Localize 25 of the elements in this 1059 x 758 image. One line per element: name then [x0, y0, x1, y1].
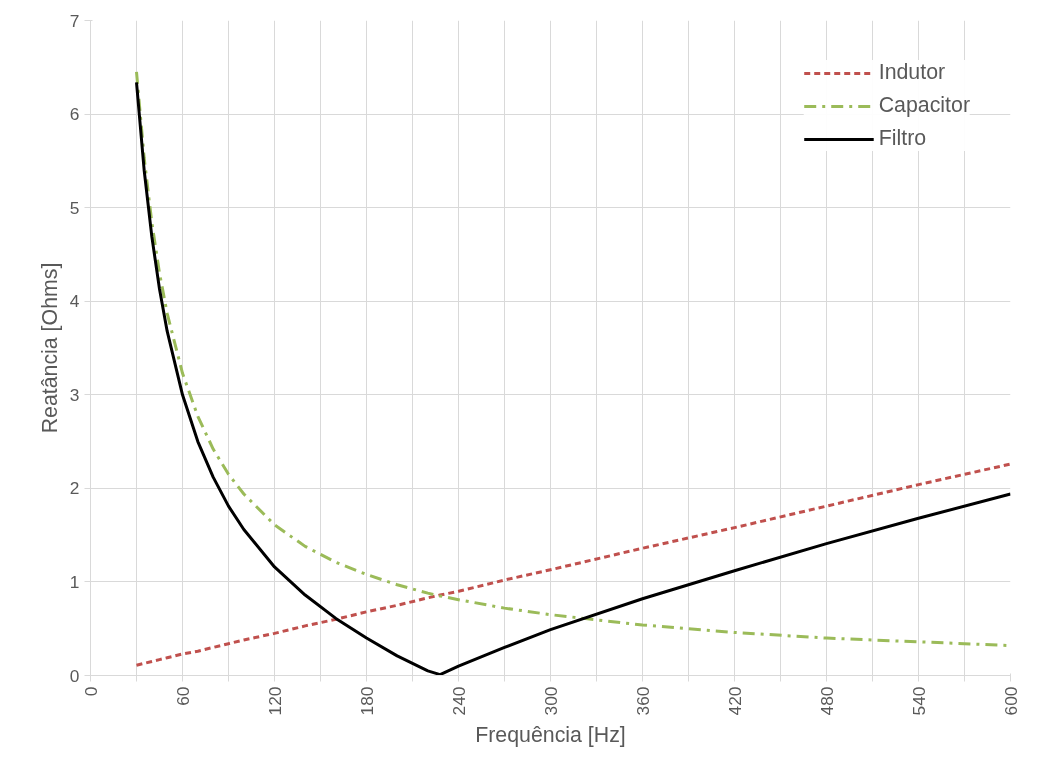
y-tick-label: 7: [69, 10, 80, 31]
y-tick-label: 3: [69, 384, 80, 405]
y-tick-label: 2: [69, 478, 80, 499]
y-tick-label: 4: [69, 291, 80, 312]
line-series: [135, 462, 1011, 667]
x-axis-title: Frequência [Hz]: [475, 723, 626, 748]
x-tick-label: 600: [1000, 686, 1021, 716]
y-tick-label: 6: [69, 104, 80, 125]
y-tick-label: 5: [69, 197, 80, 218]
x-tick-label: 0: [80, 686, 101, 697]
y-tick-label: 0: [69, 665, 80, 686]
x-tick-label: 420: [724, 686, 745, 716]
x-tick-label: 60: [172, 686, 193, 706]
y-axis-title: Reatância [Ohms]: [37, 262, 62, 434]
x-tick-label: 120: [264, 686, 285, 716]
x-tick-label: 540: [908, 686, 929, 716]
legend-label: Filtro: [878, 126, 927, 151]
y-tick-label: 1: [69, 571, 80, 592]
x-tick-label: 180: [356, 686, 377, 716]
x-tick-label: 240: [448, 686, 469, 716]
legend-label: Indutor: [878, 60, 946, 85]
x-tick-label: 480: [816, 686, 837, 716]
x-tick-label: 300: [540, 686, 561, 716]
x-tick-label: 360: [632, 686, 653, 716]
legend-label: Capacitor: [878, 93, 970, 118]
